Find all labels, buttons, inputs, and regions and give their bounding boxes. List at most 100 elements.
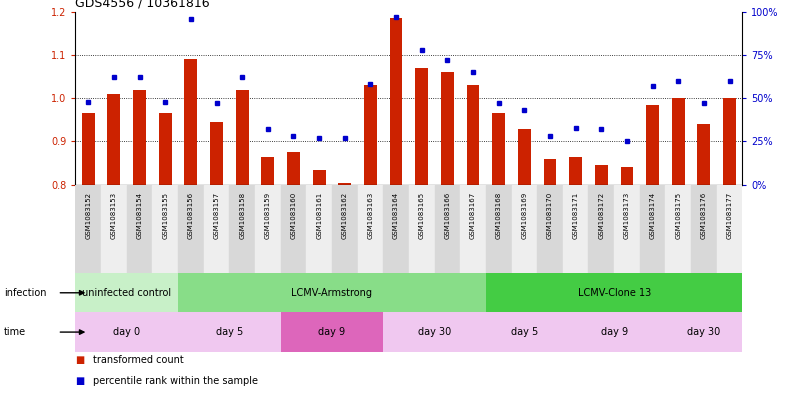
Text: ■: ■ [75, 376, 85, 386]
Bar [467, 85, 480, 185]
Text: GDS4556 / 10361816: GDS4556 / 10361816 [75, 0, 210, 9]
Text: GSM1083157: GSM1083157 [214, 192, 219, 239]
Text: GSM1083154: GSM1083154 [137, 192, 143, 239]
Text: percentile rank within the sample: percentile rank within the sample [93, 376, 258, 386]
Bar [672, 98, 684, 185]
Bar [544, 159, 557, 185]
Bar [204, 185, 229, 273]
Text: GSM1083175: GSM1083175 [675, 192, 681, 239]
Bar [614, 185, 640, 273]
Bar [640, 185, 665, 273]
Bar [75, 273, 178, 312]
Text: GSM1083172: GSM1083172 [599, 192, 604, 239]
Bar [313, 169, 326, 185]
Bar [152, 185, 178, 273]
Bar [338, 182, 351, 185]
Text: GSM1083159: GSM1083159 [265, 192, 271, 239]
Bar [184, 59, 197, 185]
Text: GSM1083164: GSM1083164 [393, 192, 399, 239]
Text: day 9: day 9 [600, 327, 628, 337]
Text: LCMV-Clone 13: LCMV-Clone 13 [577, 288, 651, 298]
Bar [511, 185, 538, 273]
Bar [107, 94, 121, 185]
Bar [133, 90, 146, 185]
Bar [178, 273, 486, 312]
Text: GSM1083173: GSM1083173 [624, 192, 630, 239]
Bar [691, 185, 717, 273]
Text: ■: ■ [75, 355, 85, 365]
Bar [486, 273, 742, 312]
Bar [717, 185, 742, 273]
Bar [306, 185, 332, 273]
Bar [486, 312, 563, 352]
Text: day 9: day 9 [318, 327, 345, 337]
Text: GSM1083177: GSM1083177 [727, 192, 733, 239]
Text: GSM1083174: GSM1083174 [649, 192, 656, 239]
Bar [127, 185, 152, 273]
Bar [101, 185, 127, 273]
Text: GSM1083171: GSM1083171 [572, 192, 579, 239]
Text: GSM1083158: GSM1083158 [239, 192, 245, 239]
Text: GSM1083160: GSM1083160 [291, 192, 296, 239]
Bar [621, 167, 634, 185]
Bar [441, 72, 454, 185]
Bar [261, 156, 274, 185]
Text: LCMV-Armstrong: LCMV-Armstrong [291, 288, 372, 298]
Bar [665, 185, 691, 273]
Text: GSM1083169: GSM1083169 [522, 192, 527, 239]
Bar [280, 185, 306, 273]
Text: GSM1083170: GSM1083170 [547, 192, 553, 239]
Bar [461, 185, 486, 273]
Bar [486, 185, 511, 273]
Bar [332, 185, 357, 273]
Bar [236, 90, 249, 185]
Bar [384, 312, 486, 352]
Text: time: time [4, 327, 26, 337]
Bar [588, 185, 614, 273]
Bar [569, 156, 582, 185]
Text: GSM1083166: GSM1083166 [445, 192, 450, 239]
Text: GSM1083162: GSM1083162 [341, 192, 348, 239]
Bar [409, 185, 434, 273]
Bar [518, 129, 530, 185]
Bar [357, 185, 384, 273]
Bar [75, 312, 178, 352]
Bar [492, 113, 505, 185]
Bar [384, 185, 409, 273]
Text: day 0: day 0 [114, 327, 141, 337]
Text: GSM1083167: GSM1083167 [470, 192, 476, 239]
Text: infection: infection [4, 288, 47, 298]
Text: GSM1083161: GSM1083161 [316, 192, 322, 239]
Bar [364, 85, 377, 185]
Text: GSM1083152: GSM1083152 [85, 192, 91, 239]
Bar [434, 185, 461, 273]
Bar [229, 185, 255, 273]
Text: GSM1083153: GSM1083153 [111, 192, 117, 239]
Bar [255, 185, 280, 273]
Text: day 30: day 30 [418, 327, 451, 337]
Bar [75, 185, 101, 273]
Bar [563, 312, 665, 352]
Text: uninfected control: uninfected control [82, 288, 172, 298]
Bar [538, 185, 563, 273]
Text: GSM1083155: GSM1083155 [162, 192, 168, 239]
Text: transformed count: transformed count [93, 355, 183, 365]
Bar [646, 105, 659, 185]
Bar [280, 312, 384, 352]
Bar [390, 18, 403, 185]
Bar [287, 152, 300, 185]
Bar [178, 312, 280, 352]
Text: day 5: day 5 [511, 327, 538, 337]
Text: GSM1083163: GSM1083163 [368, 192, 373, 239]
Bar [210, 122, 223, 185]
Text: GSM1083176: GSM1083176 [701, 192, 707, 239]
Bar [697, 124, 711, 185]
Text: GSM1083168: GSM1083168 [495, 192, 502, 239]
Bar [563, 185, 588, 273]
Text: day 30: day 30 [688, 327, 720, 337]
Text: GSM1083165: GSM1083165 [418, 192, 425, 239]
Bar [82, 113, 94, 185]
Bar [178, 185, 204, 273]
Bar [723, 98, 736, 185]
Bar [595, 165, 607, 185]
